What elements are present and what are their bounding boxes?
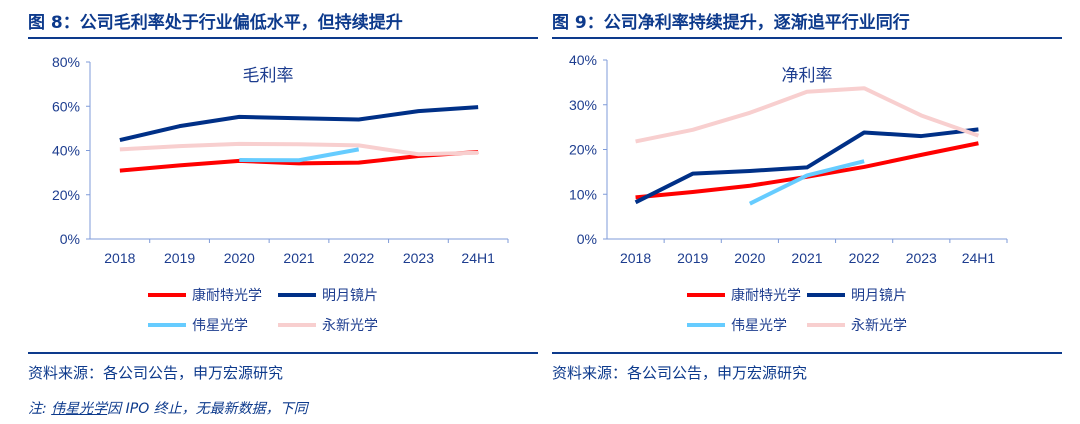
note-link[interactable]: 伟星光学	[51, 401, 108, 417]
series-line-1	[634, 127, 979, 205]
x-tick-label: 2021	[791, 250, 822, 266]
series-line-2	[239, 147, 360, 163]
source-text: 资料来源：各公司公告，申万宏源研究	[28, 364, 284, 382]
x-tick-label: 2023	[403, 250, 434, 266]
y-tick-label: 30%	[569, 97, 597, 113]
x-tick-label: 2022	[343, 250, 374, 266]
chart-title: 净利率	[782, 66, 833, 85]
y-tick-label: 80%	[52, 54, 80, 70]
note-suffix: 因 IPO 终止，无最新数据，下同	[107, 401, 308, 417]
panel-gross-margin: 图 8：公司毛利率处于行业偏低水平，但持续提升 0% 20% 40% 60% 80% 20…	[28, 0, 538, 390]
divider	[28, 37, 538, 39]
source-text: 资料来源：各公司公告，申万宏源研究	[552, 364, 808, 382]
note-prefix: 注:	[28, 401, 52, 417]
divider	[552, 37, 1062, 39]
series-line-2	[748, 159, 865, 206]
x-tick-label: 24H1	[962, 250, 996, 266]
series-line-3	[119, 141, 479, 157]
chart-title: 毛利率	[243, 66, 294, 85]
y-tick-label: 40%	[52, 143, 80, 159]
chart-net-margin: 0% 10% 20% 30% 40% 2018 2019 2020 2021 2022 2023 24…	[569, 52, 1008, 333]
y-tick-label: 20%	[52, 187, 80, 203]
x-tick-label: 2020	[734, 250, 765, 266]
y-tick-label: 40%	[569, 52, 597, 68]
x-tick-label: 2020	[224, 250, 255, 266]
y-tick-label: 0%	[60, 231, 80, 247]
chart-gross-margin: 0% 20% 40% 60% 80% 2018 2019 2020 2021 2022 2023 24…	[52, 54, 509, 333]
series-line-3	[635, 86, 980, 144]
x-tick-label: 2018	[620, 250, 651, 266]
series-line-1	[119, 105, 479, 143]
x-tick-label: 2018	[104, 250, 135, 266]
x-tick-label: 2022	[849, 250, 880, 266]
legend-label: 永新光学	[322, 317, 378, 333]
divider	[552, 352, 1062, 354]
series-line-0	[635, 141, 979, 200]
x-tick-label: 2019	[677, 250, 708, 266]
y-tick-label: 60%	[52, 98, 80, 114]
figure-title: 图 8：公司毛利率处于行业偏低水平，但持续提升	[28, 13, 403, 33]
y-tick-label: 20%	[569, 142, 597, 158]
footnote: 注: 伟星光学因 IPO 终止，无最新数据，下同	[28, 398, 308, 418]
y-tick-label: 10%	[569, 186, 597, 202]
legend-label: 明月镜片	[322, 287, 378, 303]
legend-label: 永新光学	[851, 317, 907, 333]
legend-label: 明月镜片	[851, 287, 907, 303]
x-tick-label: 2023	[906, 250, 937, 266]
legend-label: 康耐特光学	[731, 287, 801, 303]
x-tick-label: 24H1	[461, 250, 495, 266]
x-tick-label: 2019	[164, 250, 195, 266]
divider	[28, 352, 538, 354]
legend-label: 康耐特光学	[192, 287, 262, 303]
legend-label: 伟星光学	[192, 317, 248, 333]
x-tick-label: 2021	[283, 250, 314, 266]
legend-label: 伟星光学	[731, 317, 787, 333]
y-tick-label: 0%	[577, 231, 597, 247]
panel-net-margin: 图 9：公司净利率持续提升，逐渐追平行业同行 0% 10% 20% 30% 40% 201…	[552, 0, 1062, 390]
figure-title: 图 9：公司净利率持续提升，逐渐追平行业同行	[552, 13, 910, 33]
